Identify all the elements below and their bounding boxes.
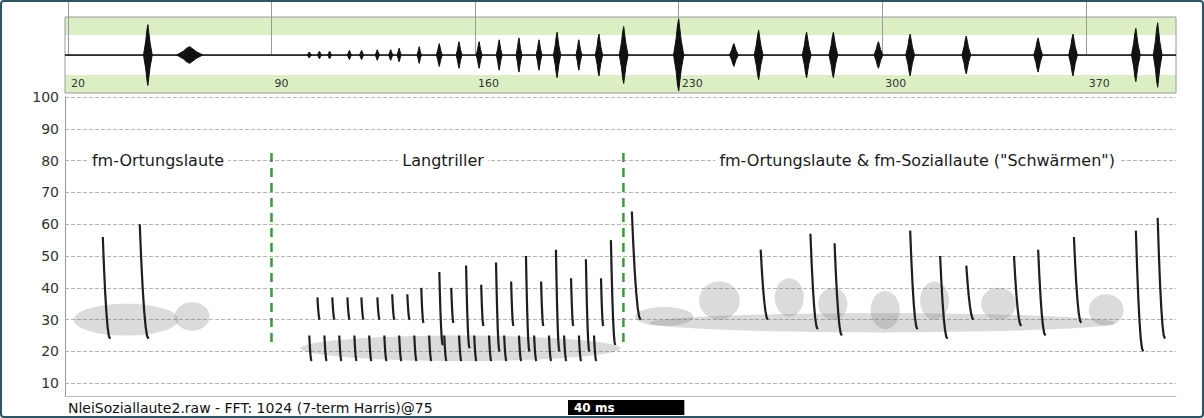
svg-text:300: 300 [885,77,906,90]
svg-text:10: 10 [41,375,59,391]
svg-text:90: 90 [41,121,59,137]
svg-text:NleiSoziallaute2.raw - FFT: 10: NleiSoziallaute2.raw - FFT: 1024 (7-term… [68,400,433,416]
svg-text:30: 30 [41,312,59,328]
svg-text:370: 370 [1089,77,1110,90]
svg-text:90: 90 [274,77,288,90]
svg-text:50: 50 [41,248,59,264]
svg-text:40 ms: 40 ms [574,401,615,415]
svg-text:160: 160 [478,77,499,90]
svg-text:20: 20 [41,343,59,359]
svg-text:Langtriller: Langtriller [402,151,484,170]
svg-text:fm-Ortungslaute & fm-Soziallau: fm-Ortungslaute & fm-Soziallaute ("Schwä… [719,151,1115,170]
svg-text:230: 230 [682,77,703,90]
svg-text:70: 70 [41,184,59,200]
svg-text:40: 40 [41,280,59,296]
svg-text:20: 20 [71,77,85,90]
svg-text:60: 60 [41,216,59,232]
svg-text:fm-Ortungslaute: fm-Ortungslaute [92,151,224,170]
svg-text:80: 80 [41,153,59,169]
svg-text:100: 100 [32,89,59,105]
